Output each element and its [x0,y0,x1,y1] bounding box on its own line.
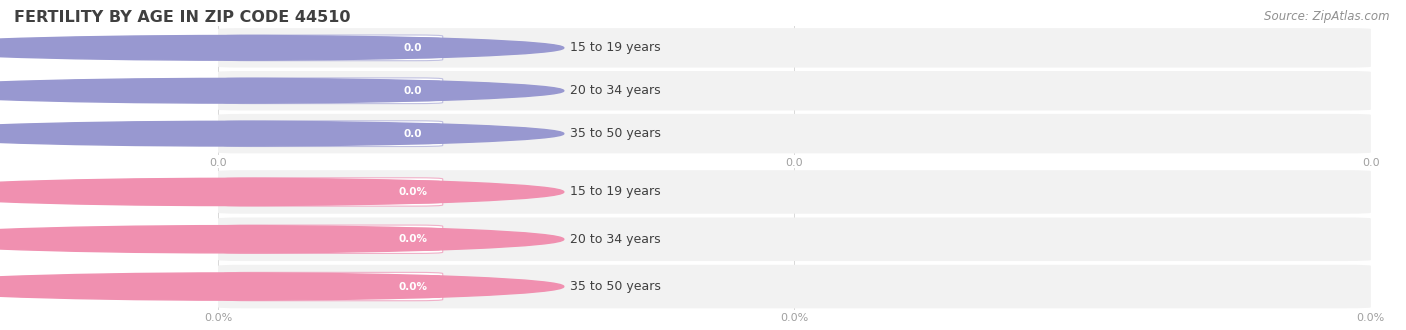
FancyBboxPatch shape [224,35,443,61]
FancyBboxPatch shape [224,178,443,206]
Circle shape [0,226,564,253]
Circle shape [0,79,564,103]
Circle shape [0,178,564,206]
Text: 20 to 34 years: 20 to 34 years [569,233,661,246]
Text: 35 to 50 years: 35 to 50 years [569,280,661,293]
Text: 0.0%: 0.0% [398,234,427,244]
Text: 0.0: 0.0 [404,86,422,96]
FancyBboxPatch shape [385,228,440,251]
FancyBboxPatch shape [385,180,440,204]
Text: 20 to 34 years: 20 to 34 years [569,84,661,97]
Text: 15 to 19 years: 15 to 19 years [569,185,661,198]
FancyBboxPatch shape [218,114,1371,153]
FancyBboxPatch shape [218,217,1371,261]
FancyBboxPatch shape [218,265,1371,308]
Circle shape [0,121,564,146]
FancyBboxPatch shape [224,78,443,104]
Circle shape [0,273,564,300]
FancyBboxPatch shape [224,121,443,147]
Text: 0.0%: 0.0% [398,281,427,291]
FancyBboxPatch shape [224,225,443,253]
FancyBboxPatch shape [385,37,440,58]
Text: FERTILITY BY AGE IN ZIP CODE 44510: FERTILITY BY AGE IN ZIP CODE 44510 [14,10,350,25]
Text: 0.0: 0.0 [404,129,422,139]
FancyBboxPatch shape [224,272,443,301]
Text: 0.0: 0.0 [404,43,422,53]
FancyBboxPatch shape [218,170,1371,214]
Text: Source: ZipAtlas.com: Source: ZipAtlas.com [1264,10,1389,23]
FancyBboxPatch shape [385,80,440,101]
Text: 35 to 50 years: 35 to 50 years [569,127,661,140]
FancyBboxPatch shape [218,28,1371,68]
FancyBboxPatch shape [218,71,1371,111]
FancyBboxPatch shape [385,123,440,144]
FancyBboxPatch shape [385,275,440,298]
Text: 0.0%: 0.0% [398,187,427,197]
Circle shape [0,36,564,60]
Text: 15 to 19 years: 15 to 19 years [569,41,661,54]
